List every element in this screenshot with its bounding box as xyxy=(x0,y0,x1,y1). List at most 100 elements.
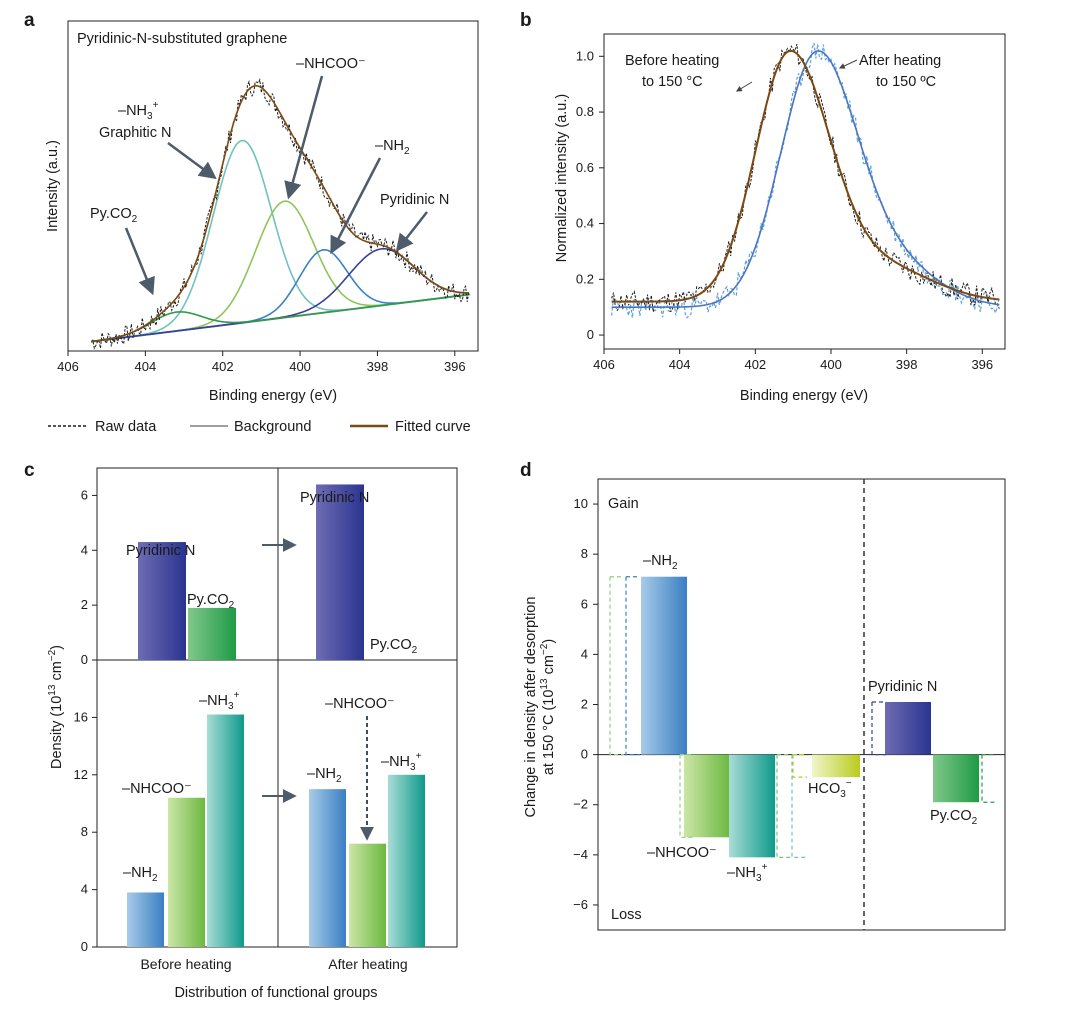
panel-c-cat-after: After heating xyxy=(328,956,407,972)
panel-d-gain: Gain xyxy=(608,496,639,512)
panel-a-peak-nh2 xyxy=(91,248,469,343)
panel-a-nh2-label: –NH2 xyxy=(375,138,410,157)
panel-b-after-line1: After heating xyxy=(859,53,941,69)
panel-b-ytick-label-5: 1.0 xyxy=(576,48,594,63)
panel-a-x-ticks: 406 404 402 400 398 396 xyxy=(57,351,466,374)
panel-a-peak-pyridinic xyxy=(91,248,469,343)
panel-a-xlabel: Binding energy (eV) xyxy=(209,388,337,404)
panel-d-bracket-nh3-b xyxy=(791,754,806,858)
panel-b-ytick-label-2: 0.4 xyxy=(576,216,594,231)
panel-a-peak-nhcoo xyxy=(91,200,469,343)
panel-a-title: Pyridinic-N-substituted graphene xyxy=(77,31,287,47)
panel-a-pyco2-label: Py.CO2 xyxy=(90,206,138,225)
panel-a-peak-pyco2 xyxy=(91,293,469,343)
panel-a-fitted-curve xyxy=(91,85,469,343)
panel-d-bracket-nh2-a xyxy=(609,576,624,756)
panel-c-bar-nhcoo-after xyxy=(349,843,386,947)
panel-c-top-ytick-label-6: 6 xyxy=(81,487,88,502)
panel-a-frame xyxy=(67,20,479,352)
panel-b-before-arrow xyxy=(735,81,753,92)
panel-c-pyco2-after-label: Py.CO2 xyxy=(370,637,418,656)
panel-d-bracket-nh3-a xyxy=(776,754,791,858)
panel-d-bar-nh2 xyxy=(641,576,687,755)
panel-b-xtick-label-406: 406 xyxy=(593,357,615,372)
panel-d-ytick-label-3: 4 xyxy=(581,646,588,661)
panel-c-bar-pyridinic-before xyxy=(138,542,186,660)
panel-d-ylabel-line2: at 150 °C (1013 cm−2) xyxy=(539,639,557,775)
panel-d-ytick-label-5: 0 xyxy=(581,747,588,762)
panel-c-bot-ytick-label-16: 16 xyxy=(74,709,88,724)
panel-c: c 0 2 4 6 0 4 8 12 16 Density (1013 cm−2) Before… xyxy=(24,460,458,1001)
panel-c-top-ytick-label-4: 4 xyxy=(81,542,88,557)
panel-a-xtick-label-396: 396 xyxy=(444,359,466,374)
panel-a-label: a xyxy=(24,10,35,31)
panel-c-xlabel: Distribution of functional groups xyxy=(174,985,377,1001)
panel-a-raw-data xyxy=(90,77,470,350)
panel-c-pyco2-before-label: Py.CO2 xyxy=(187,592,235,611)
panel-c-nh2-after-label: –NH2 xyxy=(307,766,342,785)
panel-c-top-ytick-label-0: 0 xyxy=(81,652,88,667)
panel-c-cat-before: Before heating xyxy=(140,956,231,972)
panel-d-ytick-label-1: 8 xyxy=(581,546,588,561)
panel-c-nhcoo-arrow-label: –NHCOO⁻ xyxy=(325,696,395,712)
panel-a-curves xyxy=(90,77,471,350)
panel-b-before-fit xyxy=(611,49,1000,303)
panel-d-bars xyxy=(609,576,996,858)
panel-d-bar-nhcoo xyxy=(684,754,730,838)
panel-b-xtick-label-400: 400 xyxy=(820,357,842,372)
panel-d: d 10 8 6 4 2 0 −2 −4 −6 Gain Loss Change in dens… xyxy=(520,460,1006,931)
panel-b-after-raw xyxy=(611,42,1000,319)
panel-c-bar-pyridinic-after xyxy=(316,484,364,660)
panel-d-bar-nh3 xyxy=(729,754,775,858)
panel-d-pyridinic-label: Pyridinic N xyxy=(868,679,937,695)
panel-d-nhcoo-label: –NHCOO⁻ xyxy=(647,845,717,861)
panel-c-nh3-after-label: –NH3+ xyxy=(381,751,422,773)
panel-c-bars xyxy=(127,484,425,947)
panel-b-ytick-label-3: 0.6 xyxy=(576,160,594,175)
panel-d-ytick-label-0: 10 xyxy=(574,496,588,511)
panel-c-bar-nh3-after xyxy=(388,774,425,947)
panel-d-bar-pyco2 xyxy=(933,754,979,803)
panel-c-bar-nh3-before xyxy=(207,714,244,947)
panel-c-bot-ytick-label-4: 4 xyxy=(81,882,88,897)
legend-raw-label: Raw data xyxy=(95,419,157,435)
panel-d-ticks: 10 8 6 4 2 0 −2 −4 −6 xyxy=(573,496,1005,912)
panel-a-ylabel: Intensity (a.u.) xyxy=(45,140,61,232)
panel-c-nh3-before-label: –NH3+ xyxy=(199,690,240,712)
panel-c-bar-nh2-before xyxy=(127,892,164,947)
panel-a-xtick-label-398: 398 xyxy=(367,359,389,374)
panel-b-xtick-label-404: 404 xyxy=(669,357,691,372)
panel-c-bot-ytick-label-0: 0 xyxy=(81,939,88,954)
panel-a-graphitic-arrow xyxy=(167,141,217,180)
panel-a-xtick-label-404: 404 xyxy=(135,359,157,374)
panel-b-curves xyxy=(611,42,1000,319)
panel-a-xtick-label-400: 400 xyxy=(289,359,311,374)
panel-d-ytick-label-4: 2 xyxy=(581,697,588,712)
panel-a-nhcoo-arrow xyxy=(284,75,324,200)
panel-c-bar-pyco2-before xyxy=(188,607,236,660)
panel-d-bar-hco3 xyxy=(812,754,860,778)
legend: Raw data Background Fitted curve xyxy=(48,419,471,435)
legend-fitted-label: Fitted curve xyxy=(395,419,471,435)
panel-b-ytick-label-4: 0.8 xyxy=(576,104,594,119)
panel-b-xtick-label-396: 396 xyxy=(971,357,993,372)
panel-b-ticks: 406 404 402 400 398 396 0 0.2 0.4 0.6 0.8 1.0 xyxy=(576,48,993,372)
panel-d-nh2-label: –NH2 xyxy=(643,553,678,572)
panel-a-nh2-arrow xyxy=(330,157,382,255)
panel-c-bot-ytick-label-8: 8 xyxy=(81,824,88,839)
panel-c-bar-nh2-after xyxy=(309,789,346,947)
panel-b-label: b xyxy=(520,10,532,31)
panel-c-pyridinic-before-label: Pyridinic N xyxy=(126,543,195,559)
panel-d-nh3-label: –NH3+ xyxy=(727,862,768,884)
panel-c-nh2-before-label: –NH2 xyxy=(123,865,158,884)
panel-b-after-line2: to 150 ºC xyxy=(876,74,936,90)
panel-d-label: d xyxy=(520,460,532,481)
panel-c-bot-ytick-label-12: 12 xyxy=(74,767,88,782)
panel-c-ticks: 0 2 4 6 0 4 8 12 16 xyxy=(74,487,97,954)
panel-d-loss: Loss xyxy=(611,907,642,923)
panel-b-xtick-label-398: 398 xyxy=(896,357,918,372)
panel-b-ytick-label-1: 0.2 xyxy=(576,271,594,286)
panel-b-after-arrow xyxy=(838,59,858,69)
panel-d-ytick-label-2: 6 xyxy=(581,596,588,611)
